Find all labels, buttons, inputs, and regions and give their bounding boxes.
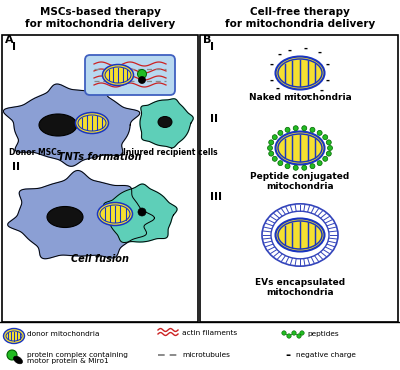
Text: Donor MSCs: Donor MSCs <box>9 148 61 157</box>
Ellipse shape <box>105 67 131 83</box>
Ellipse shape <box>47 206 83 228</box>
Circle shape <box>292 331 296 335</box>
Circle shape <box>317 161 322 166</box>
Circle shape <box>278 130 283 135</box>
Circle shape <box>7 350 17 360</box>
Ellipse shape <box>76 112 108 134</box>
Ellipse shape <box>276 131 324 165</box>
Polygon shape <box>8 171 154 259</box>
Circle shape <box>323 156 328 161</box>
Circle shape <box>138 208 146 216</box>
Text: -: - <box>326 76 330 86</box>
Text: -: - <box>318 48 322 58</box>
Ellipse shape <box>98 202 132 225</box>
Text: -: - <box>290 91 294 101</box>
Text: -: - <box>320 86 324 96</box>
Text: peptides: peptides <box>307 331 339 337</box>
Text: -: - <box>270 76 274 86</box>
Circle shape <box>328 145 332 151</box>
Circle shape <box>326 140 331 145</box>
Text: TNTs formation: TNTs formation <box>58 152 142 162</box>
Ellipse shape <box>78 115 106 131</box>
Circle shape <box>293 126 298 131</box>
Text: -: - <box>303 44 307 54</box>
Text: -: - <box>276 84 280 94</box>
Text: negative charge: negative charge <box>296 352 356 358</box>
Circle shape <box>323 135 328 140</box>
Ellipse shape <box>271 211 329 259</box>
Circle shape <box>297 334 301 338</box>
Text: II: II <box>12 162 20 172</box>
Ellipse shape <box>262 204 338 266</box>
Text: Injured recipient cells: Injured recipient cells <box>123 148 217 157</box>
Ellipse shape <box>4 329 24 343</box>
Circle shape <box>293 165 298 170</box>
Circle shape <box>287 334 291 338</box>
Text: B: B <box>203 35 211 45</box>
Text: protein complex containing
motor protein & Miro1: protein complex containing motor protein… <box>27 352 128 364</box>
Text: -: - <box>270 60 274 70</box>
Ellipse shape <box>100 205 130 223</box>
Ellipse shape <box>278 221 322 249</box>
Circle shape <box>302 126 307 131</box>
Circle shape <box>310 164 315 169</box>
Text: I: I <box>210 42 214 52</box>
Circle shape <box>302 165 307 170</box>
Circle shape <box>138 70 146 78</box>
Polygon shape <box>140 99 193 148</box>
Text: MSCs-based therapy
for mitochondria delivery: MSCs-based therapy for mitochondria deli… <box>25 7 175 28</box>
Ellipse shape <box>278 59 322 87</box>
Circle shape <box>269 140 274 145</box>
Text: -: - <box>288 46 292 56</box>
Circle shape <box>317 130 322 135</box>
Text: Cell fusion: Cell fusion <box>71 254 129 264</box>
Bar <box>200 35 398 322</box>
Text: EVs encapsulated
mitochondria: EVs encapsulated mitochondria <box>255 278 345 297</box>
Text: Cell-free therapy
for mitochondria delivery: Cell-free therapy for mitochondria deliv… <box>225 7 375 28</box>
Circle shape <box>326 151 331 156</box>
Text: Naked mitochondria: Naked mitochondria <box>249 93 351 102</box>
Circle shape <box>285 127 290 132</box>
Text: -: - <box>278 50 282 60</box>
Text: II: II <box>210 114 218 124</box>
Text: I: I <box>12 42 16 52</box>
Ellipse shape <box>276 57 324 90</box>
Circle shape <box>300 331 304 335</box>
Circle shape <box>268 145 272 151</box>
Text: III: III <box>210 192 222 202</box>
Circle shape <box>278 161 283 166</box>
Text: -: - <box>326 60 330 70</box>
FancyBboxPatch shape <box>85 55 175 95</box>
Circle shape <box>269 151 274 156</box>
Polygon shape <box>4 84 140 166</box>
Ellipse shape <box>39 114 77 136</box>
Circle shape <box>272 156 277 161</box>
Ellipse shape <box>6 331 22 341</box>
Ellipse shape <box>276 219 324 252</box>
Ellipse shape <box>102 64 134 85</box>
Ellipse shape <box>14 356 22 364</box>
Text: -: - <box>286 349 290 361</box>
Polygon shape <box>104 184 177 242</box>
Text: Peptide conjugated
mitochondria: Peptide conjugated mitochondria <box>250 172 350 191</box>
Text: donor mitochondria: donor mitochondria <box>27 331 100 337</box>
Text: A: A <box>5 35 14 45</box>
Circle shape <box>282 331 286 335</box>
Text: -: - <box>306 91 310 101</box>
Bar <box>2 35 198 322</box>
Text: microtubules: microtubules <box>182 352 230 358</box>
Circle shape <box>285 164 290 169</box>
Ellipse shape <box>278 134 322 162</box>
Circle shape <box>272 135 277 140</box>
Ellipse shape <box>158 117 172 128</box>
Circle shape <box>310 127 315 132</box>
Text: actin filaments: actin filaments <box>182 330 237 336</box>
Circle shape <box>138 77 146 84</box>
